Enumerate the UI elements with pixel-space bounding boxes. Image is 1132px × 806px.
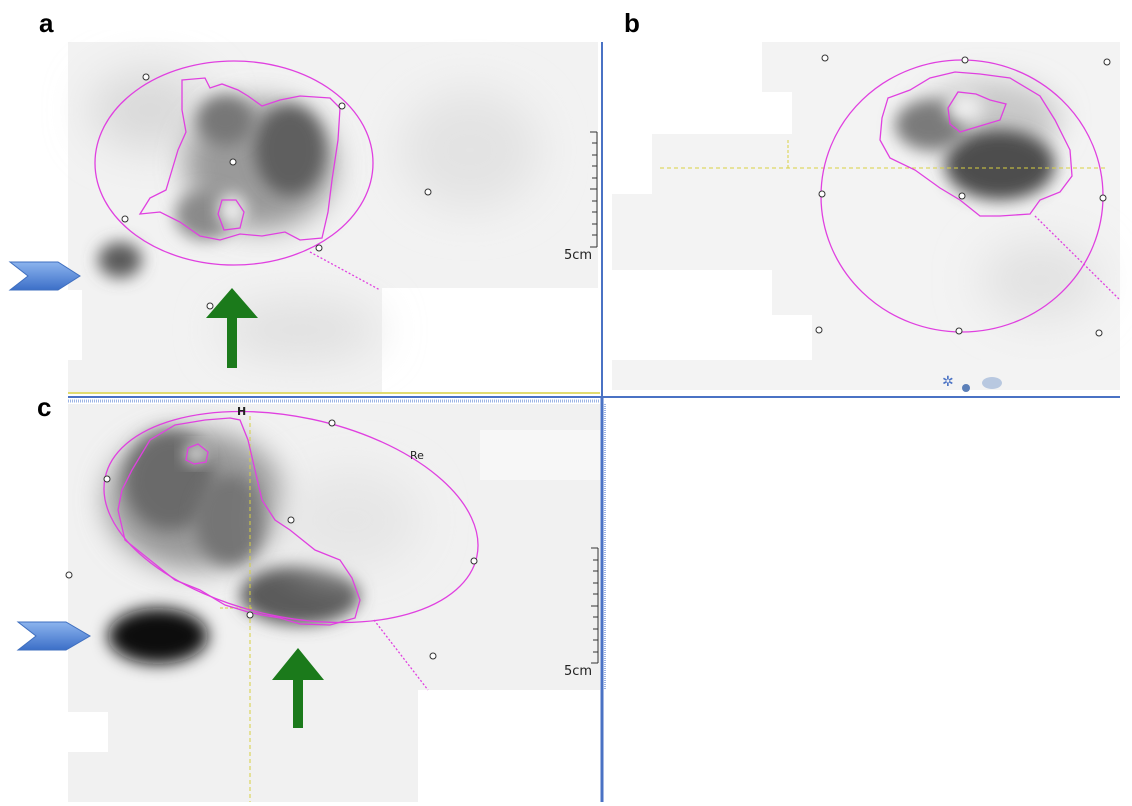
arrowhead-icon [16,621,91,651]
pane-divider-vertical[interactable] [600,42,606,802]
panel-a-ruler [590,131,598,248]
up-arrow-icon [206,288,258,368]
panel-c-ruler [591,547,599,664]
roi-label-text: Re [410,449,424,462]
pane-divider-horizontal[interactable] [68,392,1120,403]
scale-label-c: 5cm [564,664,593,679]
panel-b-handles[interactable] [815,54,1111,337]
panel-c-image [68,404,600,802]
panel-label-b: b [624,8,640,38]
svg-text:✲: ✲ [942,374,954,390]
panel-a-handles[interactable] [121,73,432,310]
scale-label-a: 5cm [564,248,593,263]
panel-label-a: a [39,8,54,38]
up-arrow-icon [272,648,324,728]
arrowhead-icon [8,261,81,291]
panel-a-roi [94,60,381,291]
panel-a-image [60,42,598,392]
panel-b-toolbar-glyph: ✲ [942,374,1002,392]
panel-label-c: c [37,392,52,422]
panel-c-handles[interactable] [65,419,478,660]
panel-b-image [612,42,1120,390]
orientation-marker: H [237,405,247,418]
